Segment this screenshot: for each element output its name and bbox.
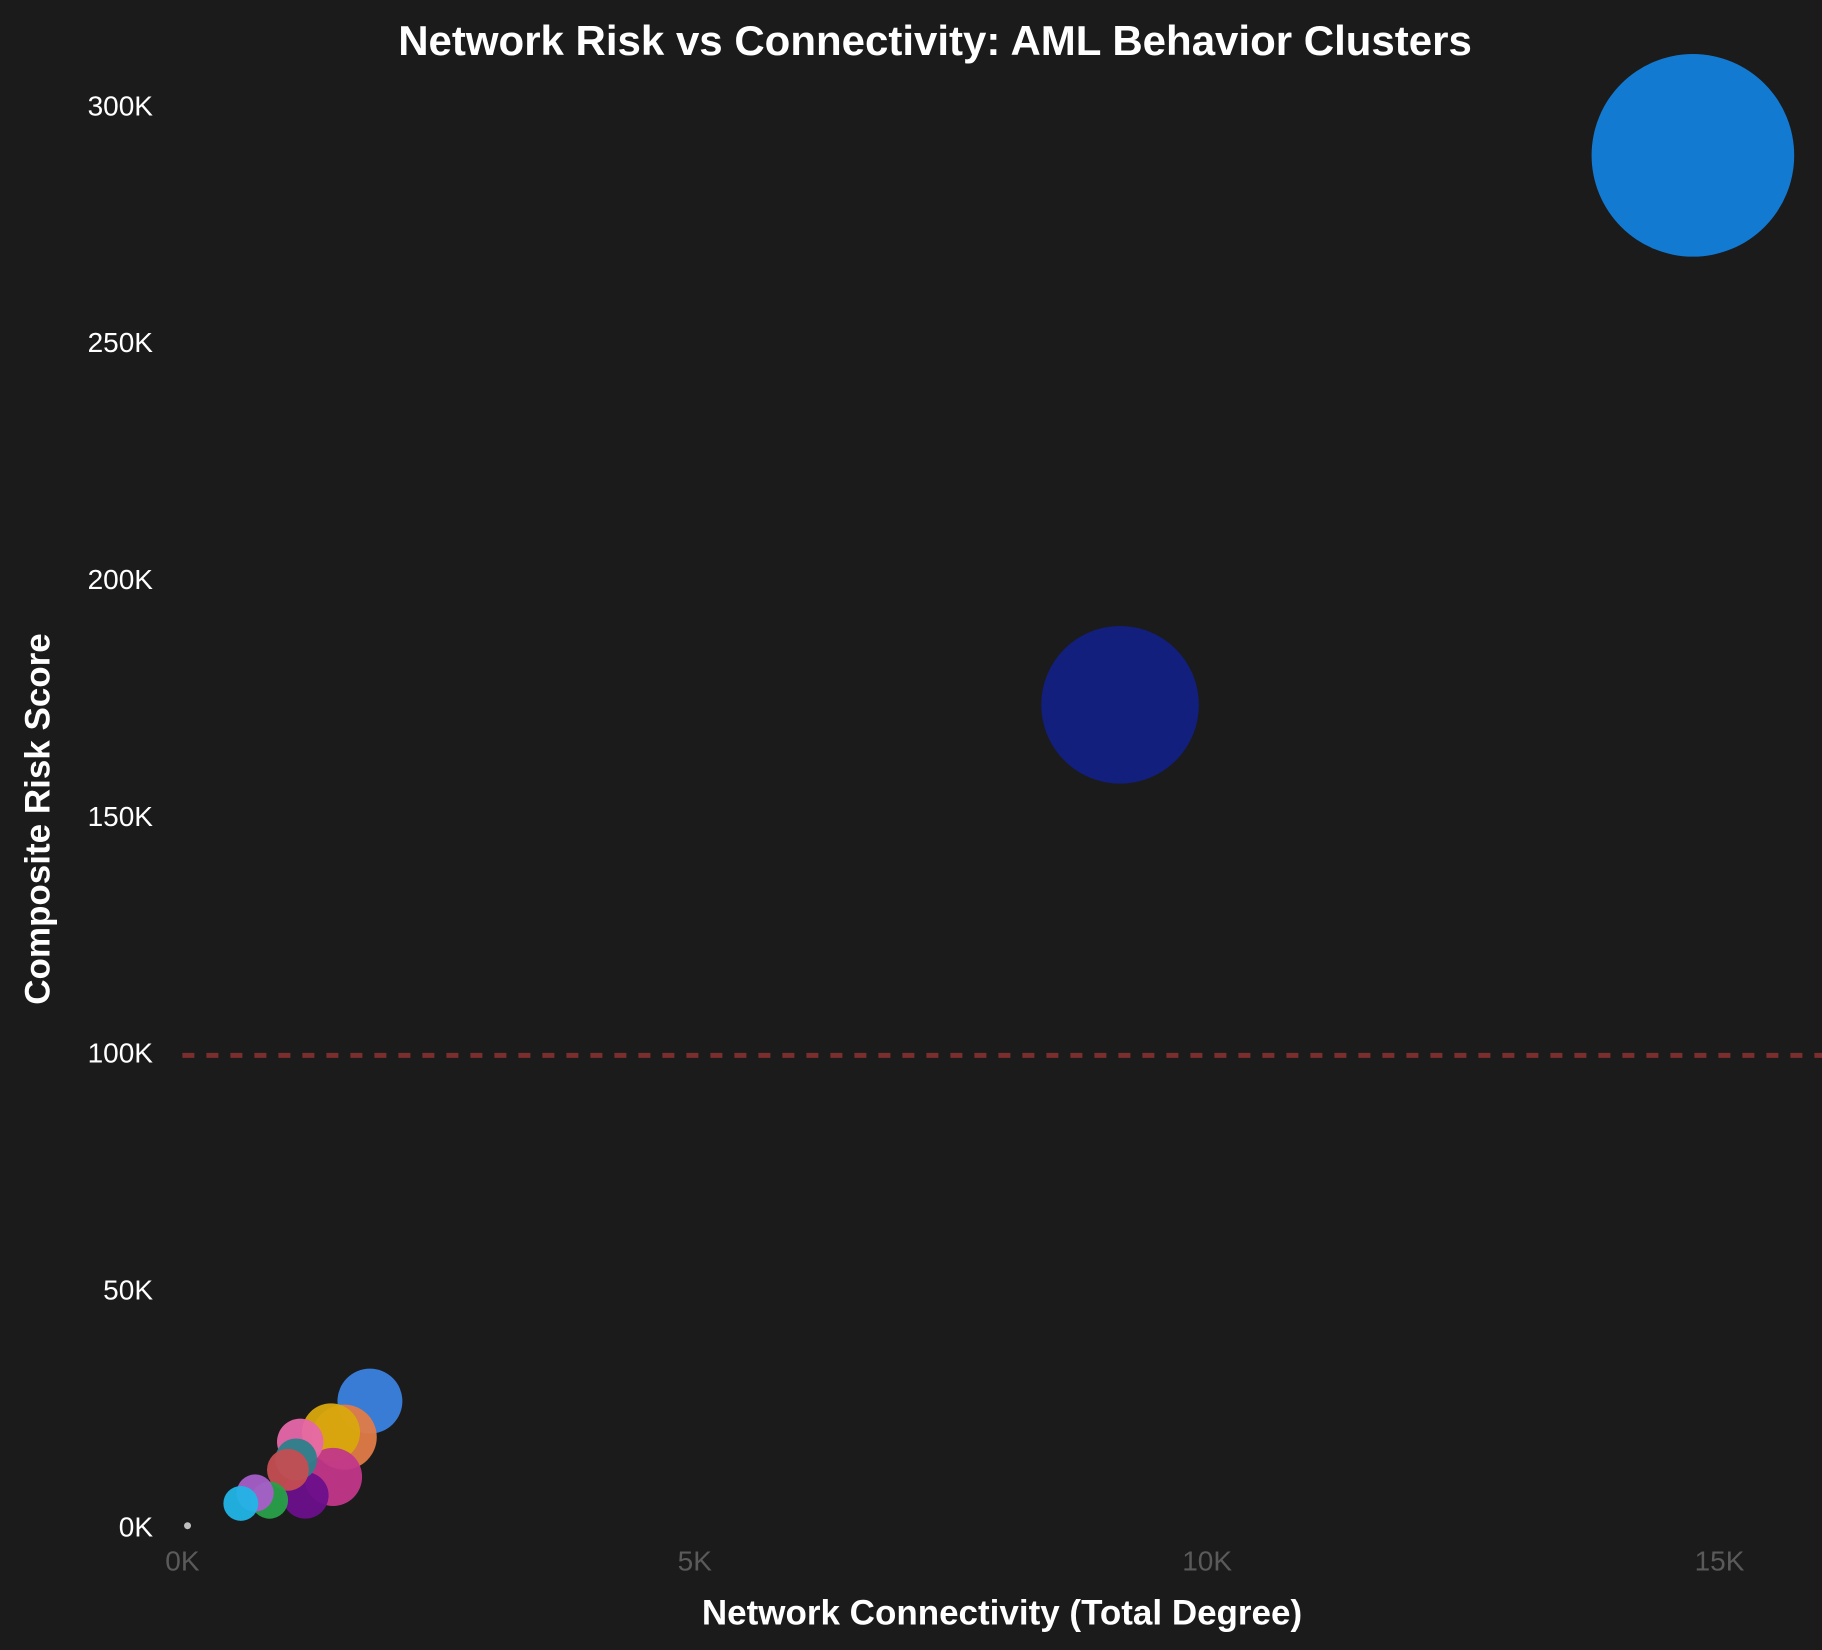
y-tick-label: 300K <box>88 90 154 121</box>
x-axis-label: Network Connectivity (Total Degree) <box>702 1593 1302 1632</box>
x-tick-label: 5K <box>678 1545 713 1576</box>
y-tick-label: 50K <box>103 1275 153 1306</box>
x-tick-label: 0K <box>165 1545 200 1576</box>
y-tick-label: 250K <box>88 327 154 358</box>
chart-title: Network Risk vs Connectivity: AML Behavi… <box>398 17 1472 64</box>
bubble <box>267 1448 309 1491</box>
bubble <box>223 1486 259 1521</box>
x-tick-label: 15K <box>1695 1545 1745 1576</box>
bubble <box>1041 626 1199 784</box>
y-tick-label: 100K <box>88 1038 154 1069</box>
y-tick-label: 200K <box>88 564 154 595</box>
y-tick-label: 0K <box>119 1511 154 1542</box>
y-axis-label: Composite Risk Score <box>18 633 57 1005</box>
x-tick-label: 10K <box>1182 1545 1232 1576</box>
bubble <box>184 1522 192 1530</box>
y-tick-label: 150K <box>88 801 154 832</box>
bubble <box>1591 54 1795 257</box>
